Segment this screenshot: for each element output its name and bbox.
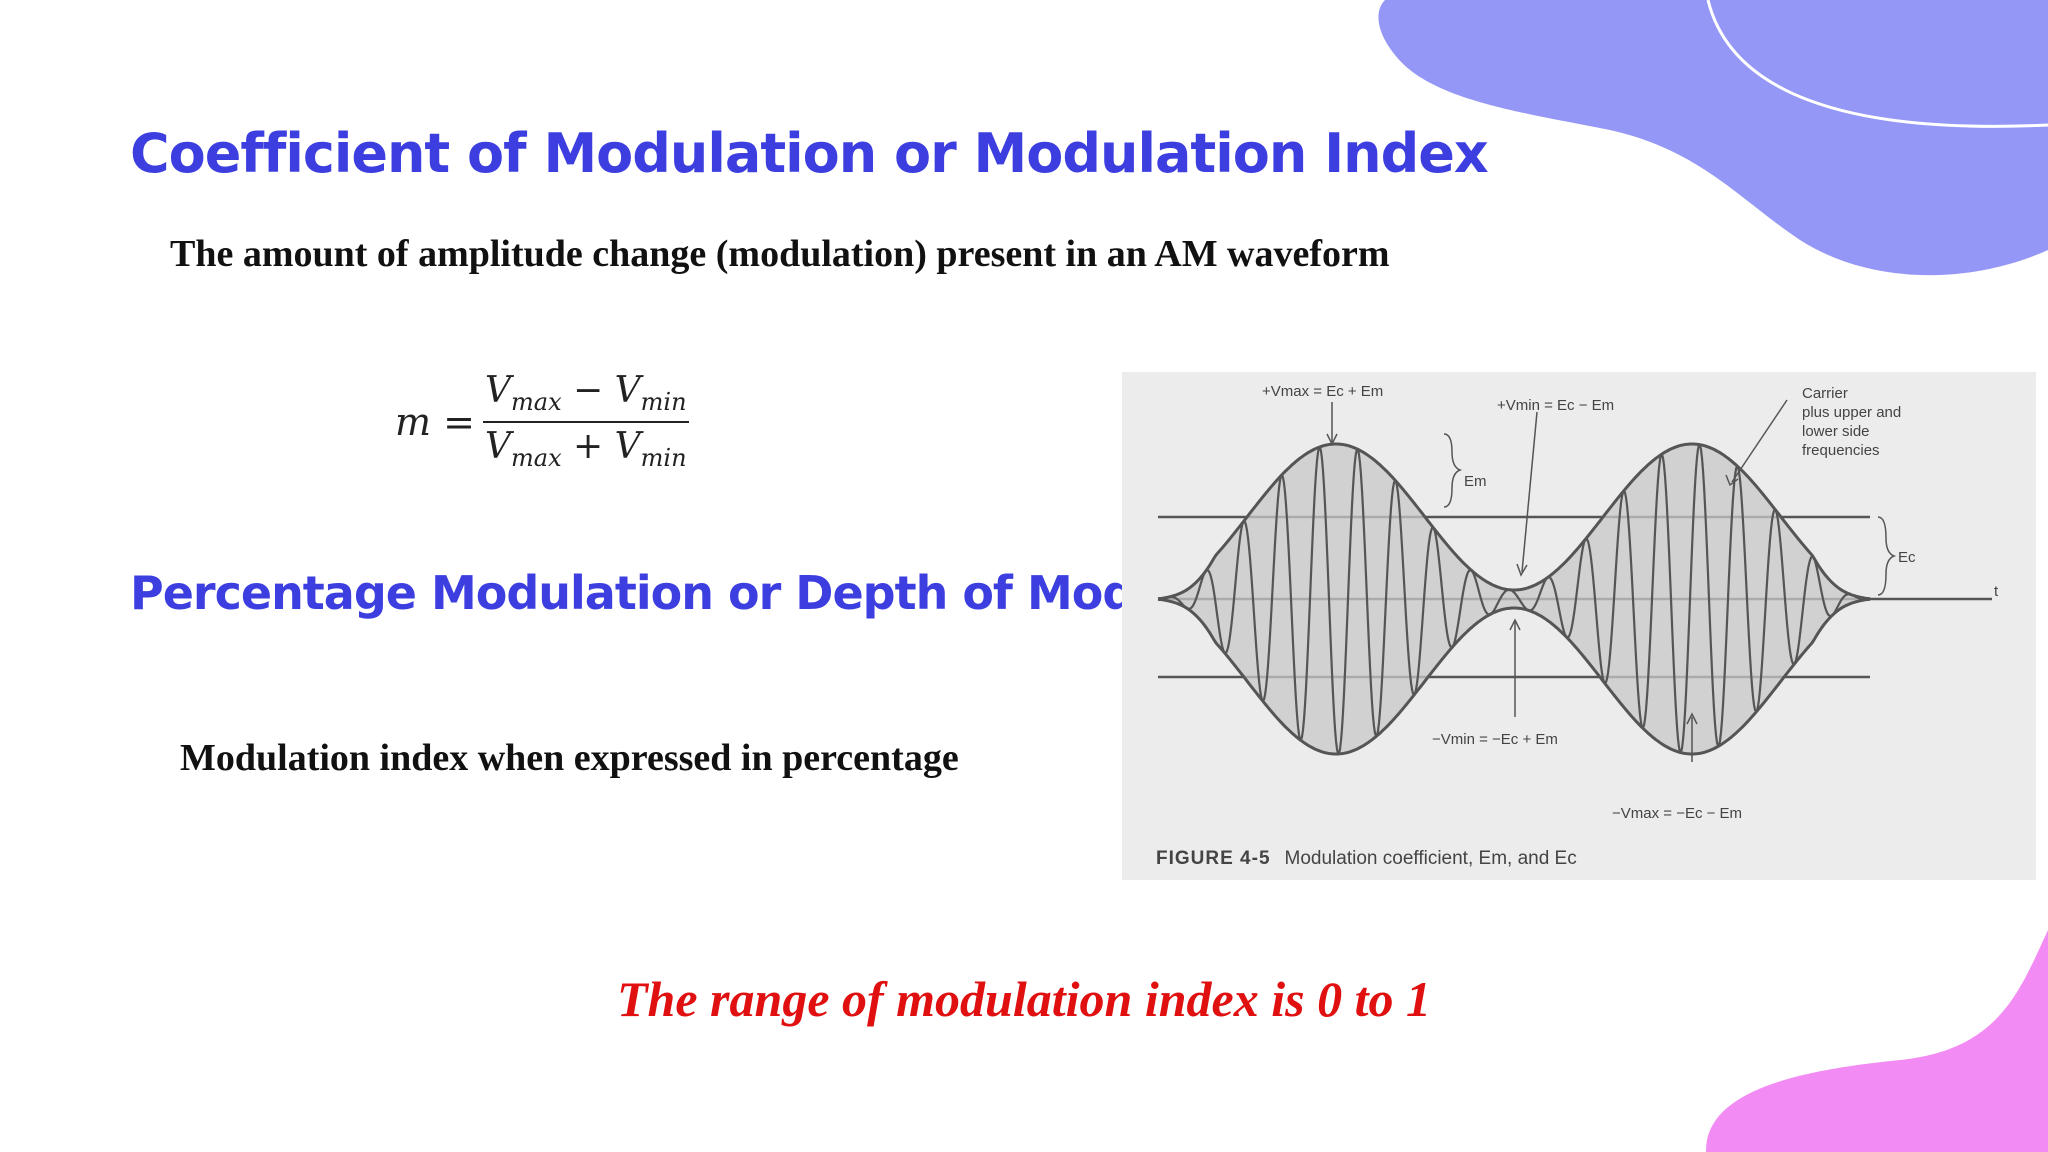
slide-title: Coefficient of Modulation or Modulation … [130,122,1489,185]
percentage-text: Modulation index when expressed in perce… [180,737,959,779]
am-waveform-figure: +Vmax = Ec + Em +Vmin = Ec − Em Carrier … [1122,372,2036,880]
label-carrier: Carrier plus upper and lower side freque… [1802,385,1902,459]
label-vmin-bottom: −Vmin = −Ec + Em [1432,731,1558,748]
range-note: The range of modulation index is 0 to 1 [617,971,1431,1027]
figure-caption-text: Modulation coefficient, Em, and Ec [1284,848,1577,869]
am-waveform-diagram [1157,399,1992,762]
figure-number: FIGURE 4-5 [1156,848,1271,869]
label-vmin-top: +Vmin = Ec − Em [1497,397,1615,414]
lower-envelope [1157,597,1871,756]
label-time: t [1994,583,1999,600]
envelope-fill [1158,444,1870,754]
definition-text: The amount of amplitude change (modulati… [170,233,1390,275]
formula-lhs: m = [395,400,475,444]
label-ec: Ec [1898,549,1916,566]
decorative-blob-top-right [1378,0,2048,276]
formula-numerator: Vmax − Vmin [485,370,687,417]
figure-caption: FIGURE 4-5 Modulation coefficient, Em, an… [1156,848,1577,870]
upper-envelope [1157,442,1871,601]
decorative-blob-bottom-right [1705,930,2048,1152]
label-em: Em [1464,473,1487,490]
annotation-arrows [1326,399,1897,762]
carrier-wave [1157,443,1870,755]
label-vmax-bottom: −Vmax = −Ec − Em [1612,805,1743,822]
label-vmax-top: +Vmax = Ec + Em [1262,383,1384,400]
modulation-index-formula: m = Vmax − Vmin Vmax + Vmin [395,370,715,480]
section-subtitle: Percentage Modulation or Depth of Modula… [130,566,1310,620]
fraction-bar [483,421,689,423]
formula-denominator: Vmax + Vmin [485,426,687,473]
